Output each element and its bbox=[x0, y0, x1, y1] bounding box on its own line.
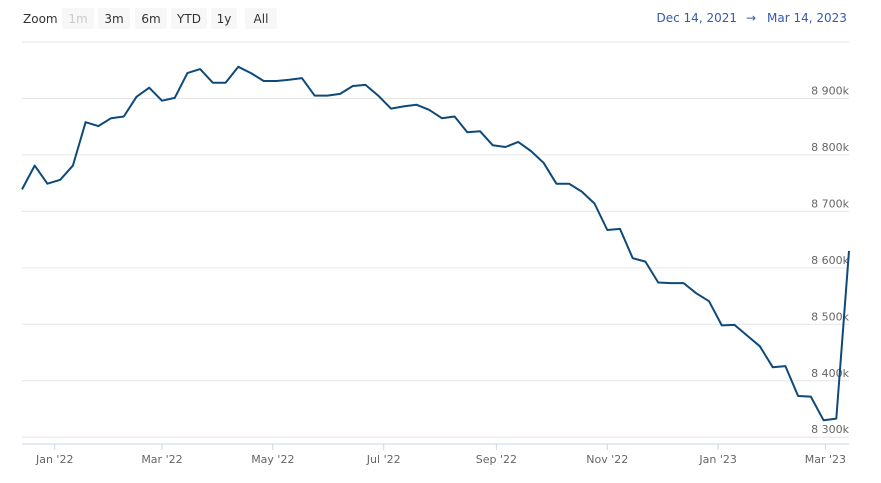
x-tick-label: May '22 bbox=[251, 453, 294, 466]
x-tick-label: Jan '23 bbox=[698, 453, 736, 466]
zoom-label: Zoom bbox=[23, 12, 58, 26]
range-start: Dec 14, 2021 bbox=[657, 11, 737, 25]
button-label[interactable]: YTD bbox=[176, 12, 201, 26]
range-button[interactable] bbox=[171, 8, 207, 29]
x-tick-label: Jan '22 bbox=[35, 453, 73, 466]
y-tick-label: 8 300k bbox=[811, 423, 849, 436]
range-button[interactable] bbox=[211, 8, 237, 29]
range-button[interactable] bbox=[135, 8, 167, 29]
button-bg[interactable] bbox=[171, 8, 207, 29]
button-label[interactable]: All bbox=[254, 12, 269, 26]
y-tick-label: 8 500k bbox=[811, 310, 849, 323]
x-tick-label: Mar '23 bbox=[805, 453, 846, 466]
y-tick-label: 8 900k bbox=[811, 84, 849, 97]
series-line bbox=[21, 65, 850, 422]
button-bg[interactable] bbox=[211, 8, 237, 29]
x-tick-label: Sep '22 bbox=[476, 453, 517, 466]
y-tick-label: 8 400k bbox=[811, 367, 849, 380]
x-tick-label: Jul '22 bbox=[366, 453, 401, 466]
y-tick-label: 8 800k bbox=[811, 141, 849, 154]
range-button[interactable] bbox=[62, 8, 94, 29]
button-label[interactable]: 6m bbox=[141, 12, 160, 26]
button-label[interactable]: 1m bbox=[68, 12, 87, 26]
y-tick-label: 8 600k bbox=[811, 254, 849, 267]
range-separator: → bbox=[746, 11, 756, 25]
button-bg[interactable] bbox=[245, 8, 277, 29]
x-tick-label: Mar '22 bbox=[141, 453, 182, 466]
button-label[interactable]: 3m bbox=[104, 12, 123, 26]
button-bg[interactable] bbox=[62, 8, 94, 29]
x-tick-label: Nov '22 bbox=[586, 453, 628, 466]
button-bg[interactable] bbox=[135, 8, 167, 29]
range-end: Mar 14, 2023 bbox=[767, 11, 847, 25]
range-button[interactable] bbox=[98, 8, 130, 29]
y-tick-label: 8 700k bbox=[811, 197, 849, 210]
range-button[interactable] bbox=[245, 8, 277, 29]
button-label[interactable]: 1y bbox=[217, 12, 232, 26]
button-bg[interactable] bbox=[98, 8, 130, 29]
